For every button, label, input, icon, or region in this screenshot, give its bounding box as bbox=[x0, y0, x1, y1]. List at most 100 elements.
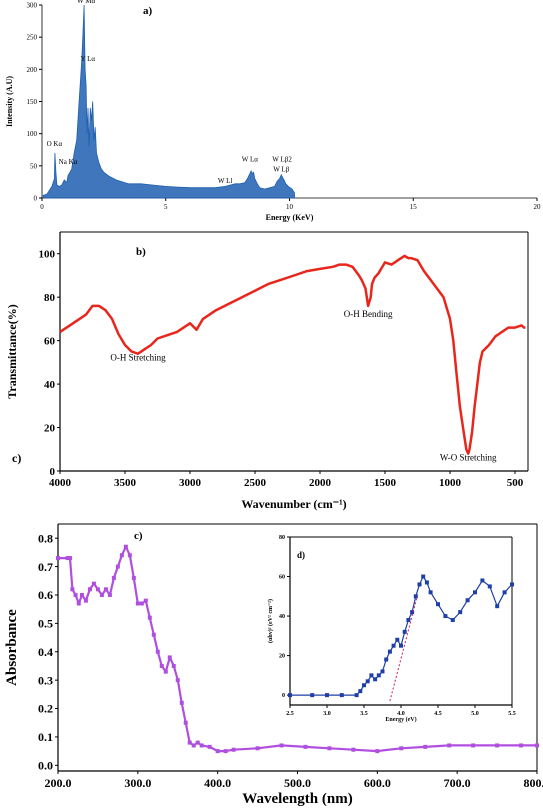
data-point bbox=[480, 578, 485, 583]
x-tick-label: 15 bbox=[410, 203, 418, 211]
data-point bbox=[123, 544, 128, 549]
data-point bbox=[376, 673, 381, 678]
data-point bbox=[495, 604, 500, 609]
data-point bbox=[183, 720, 188, 725]
x-tick-label: 3500 bbox=[114, 477, 137, 489]
x-tick-label: 4000 bbox=[49, 477, 72, 489]
data-point bbox=[65, 556, 70, 561]
data-point bbox=[399, 746, 404, 751]
y-tick-label: 20 bbox=[44, 422, 56, 434]
y-tick-label: 60 bbox=[279, 575, 285, 581]
data-point bbox=[473, 590, 477, 595]
y-axis-label: Intensity (A.U) bbox=[5, 76, 14, 127]
x-tick-label: 20 bbox=[534, 203, 542, 211]
y-tick-label: 0 bbox=[282, 693, 285, 699]
y-tick-label: 0.2 bbox=[38, 702, 53, 716]
data-point bbox=[171, 663, 176, 668]
y-tick-label: 0.5 bbox=[38, 617, 53, 631]
data-point bbox=[83, 598, 88, 603]
data-point bbox=[465, 598, 470, 603]
y-tick-label: 100 bbox=[27, 130, 38, 138]
y-tick-label: 40 bbox=[44, 379, 56, 391]
panel-label: c) bbox=[134, 530, 143, 542]
x-tick-label: 2.5 bbox=[286, 711, 294, 717]
data-point bbox=[303, 744, 308, 749]
x-tick-label: 500.0 bbox=[284, 776, 311, 790]
data-point bbox=[279, 743, 284, 748]
data-point bbox=[362, 683, 366, 688]
x-tick-label: 5 bbox=[164, 203, 168, 211]
y-tick-label: 40 bbox=[279, 614, 285, 620]
data-point bbox=[424, 580, 429, 585]
x-tick-label: 500 bbox=[507, 477, 524, 489]
y-tick-label: 0.8 bbox=[38, 531, 53, 545]
panel-d-tauc-plot-inset: 2.5 3.0 3.5 4.0 4.5 5.0 5.5 0 20 40 60 80 Energy (eV… bbox=[267, 535, 516, 723]
data-point bbox=[155, 649, 160, 654]
x-tick-label: 300.0 bbox=[124, 776, 151, 790]
data-point bbox=[450, 618, 455, 623]
y-tick-label: 0.1 bbox=[38, 730, 53, 744]
panel-b-ftir-spectrum: 4000 3500 3000 2500 2000 1500 1000 500 0 20 40 60 80… bbox=[5, 231, 529, 511]
data-point bbox=[458, 610, 463, 615]
x-tick-label: 600.0 bbox=[364, 776, 391, 790]
data-point bbox=[255, 746, 260, 751]
y-tick-label: 150 bbox=[27, 98, 38, 106]
data-point bbox=[95, 587, 100, 592]
data-point bbox=[119, 553, 124, 558]
y-tick-label: 60 bbox=[44, 335, 56, 347]
data-point bbox=[87, 587, 92, 592]
data-point bbox=[391, 643, 396, 648]
x-tick-label: 1000 bbox=[439, 477, 462, 489]
x-tick-label: 1500 bbox=[374, 477, 397, 489]
peak-annotation: O Kα bbox=[47, 140, 63, 148]
data-point bbox=[410, 610, 415, 615]
data-point bbox=[91, 581, 96, 586]
data-point bbox=[375, 749, 380, 754]
data-point bbox=[495, 743, 500, 748]
x-tick-label: 0 bbox=[40, 203, 44, 211]
x-tick-label: 700.0 bbox=[444, 776, 471, 790]
data-point bbox=[413, 594, 418, 599]
data-point bbox=[421, 574, 426, 579]
data-point bbox=[187, 740, 192, 745]
x-tick-label: 3000 bbox=[179, 477, 202, 489]
panel-label: a) bbox=[143, 5, 153, 17]
y-tick-label: 80 bbox=[44, 292, 56, 304]
data-point bbox=[207, 744, 212, 749]
data-point bbox=[351, 747, 356, 752]
peak-annotation: O-H Bending bbox=[344, 309, 393, 319]
data-point bbox=[471, 743, 476, 748]
data-point bbox=[79, 592, 84, 597]
data-point bbox=[111, 575, 116, 580]
data-point bbox=[417, 582, 422, 587]
data-point bbox=[199, 743, 204, 748]
data-point bbox=[99, 592, 104, 597]
y-tick-label: 100 bbox=[39, 249, 56, 261]
data-point bbox=[107, 592, 112, 597]
peak-annotation: O-H Stretching bbox=[110, 352, 166, 362]
x-tick-label: 2000 bbox=[309, 477, 332, 489]
y-tick-label: 50 bbox=[30, 162, 38, 170]
y-axis-label: (αhv)² (eV² cm⁻²) bbox=[267, 599, 274, 643]
data-point bbox=[428, 590, 433, 595]
x-tick-label: 2500 bbox=[244, 477, 267, 489]
data-point bbox=[73, 592, 78, 597]
data-point bbox=[395, 637, 400, 642]
data-point bbox=[402, 629, 407, 634]
data-point bbox=[215, 749, 220, 754]
x-tick-label: 4.5 bbox=[434, 711, 442, 717]
y-tick-label: 0.0 bbox=[38, 759, 53, 773]
spectrum-area bbox=[42, 4, 295, 199]
data-point bbox=[387, 649, 392, 654]
x-tick-label: 200.0 bbox=[45, 776, 72, 790]
x-tick-label: 10 bbox=[286, 203, 294, 211]
x-axis-label: Wavelength (nm) bbox=[242, 791, 352, 807]
data-point bbox=[70, 587, 75, 592]
data-point bbox=[339, 693, 344, 698]
x-tick-label: 400.0 bbox=[204, 776, 231, 790]
panel-label: b) bbox=[136, 246, 146, 258]
series-line bbox=[59, 254, 526, 455]
data-point bbox=[384, 657, 389, 662]
